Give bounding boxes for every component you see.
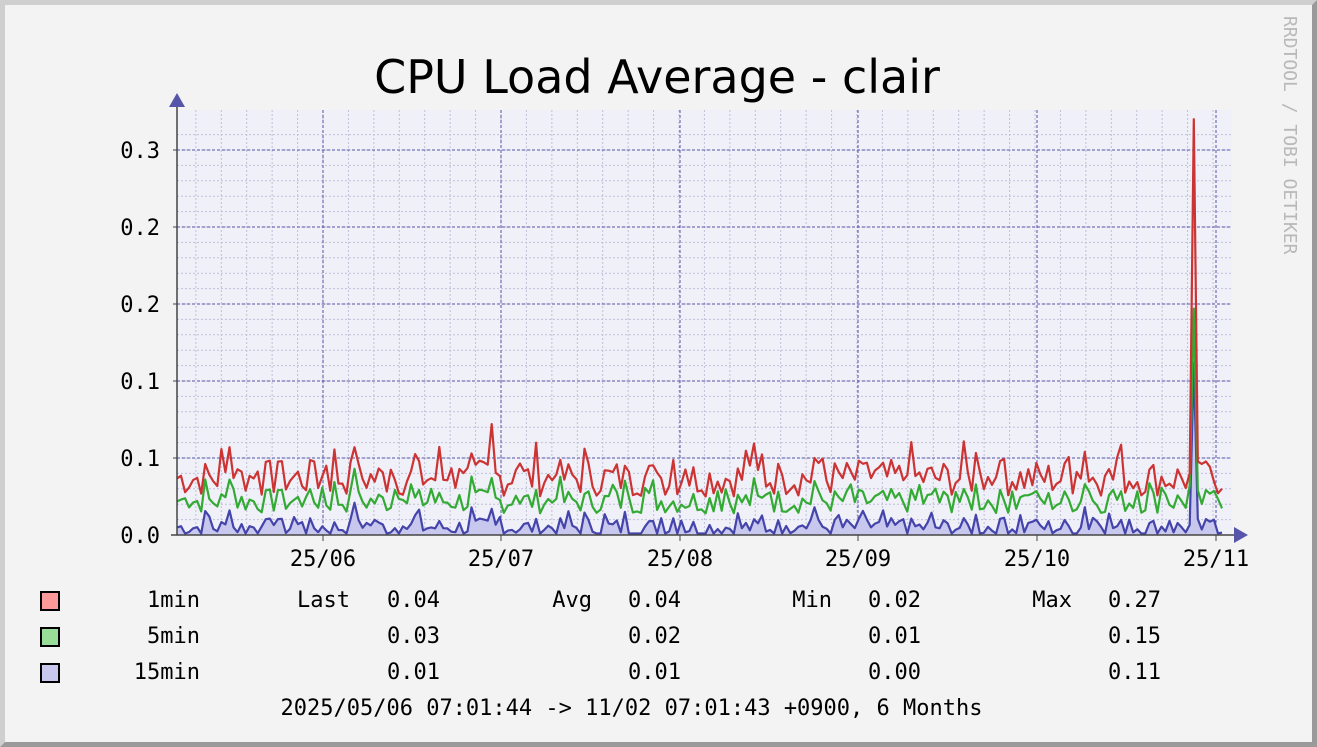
- legend-last-value: 0.01: [387, 660, 440, 685]
- time-period: 2025/05/06 07:01:44 -> 11/02 07:01:43 +0…: [280, 696, 983, 721]
- legend-last-value: 0.04: [387, 588, 440, 613]
- legend-name: 15min: [133, 660, 200, 685]
- x-tick-label: 25/09: [825, 547, 891, 572]
- legend-max-value: 0.11: [1108, 660, 1161, 685]
- legend-max-value: 0.15: [1108, 624, 1161, 649]
- legend-name: 5min: [147, 624, 200, 649]
- legend-swatch-1min: [40, 591, 60, 611]
- y-tick-label: 0.3: [120, 139, 160, 164]
- y-tick-label: 0.1: [120, 370, 160, 395]
- x-tick-label: 25/10: [1004, 547, 1070, 572]
- legend-name: 1min: [147, 588, 200, 613]
- chart-title: CPU Load Average - clair: [374, 50, 940, 104]
- series-5min-line: [176, 307, 1224, 515]
- legend-max-value: 0.27: [1108, 588, 1161, 613]
- legend-avg-value: 0.01: [628, 660, 681, 685]
- x-axis-arrow: [1234, 527, 1248, 543]
- series-1min-line: [176, 118, 1223, 498]
- x-tick-label: 25/06: [290, 547, 356, 572]
- y-tick-label: 0.2: [120, 293, 160, 318]
- x-tick-label: 25/08: [647, 547, 713, 572]
- legend-avg-key: Avg: [552, 588, 592, 613]
- x-tick-label: 25/11: [1183, 547, 1249, 572]
- legend-max-key: Max: [1032, 588, 1072, 613]
- legend-last-value: 0.03: [387, 624, 440, 649]
- series-15min-line: [176, 361, 1223, 535]
- legend-avg-value: 0.02: [628, 624, 681, 649]
- legend-swatch-5min: [40, 627, 60, 647]
- legend-avg-value: 0.04: [628, 588, 681, 613]
- y-tick-label: 0.0: [120, 524, 160, 549]
- y-axis-arrow: [169, 93, 185, 107]
- plot-area: 0.0 0.1 0.1 0.2 0.2 0.3 25/06 25/07 25/08 25/09 25…: [120, 93, 1249, 572]
- x-tick-label: 25/07: [468, 547, 534, 572]
- legend-min-value: 0.01: [868, 624, 921, 649]
- legend-swatch-15min: [40, 663, 60, 683]
- legend-min-value: 0.02: [868, 588, 921, 613]
- rrdtool-watermark: RRDTOOL / TOBI OETIKER: [1279, 16, 1300, 255]
- legend-min-key: Min: [792, 588, 832, 613]
- legend-min-value: 0.00: [868, 660, 921, 685]
- y-tick-label: 0.2: [120, 216, 160, 241]
- legend-last-key: Last: [297, 588, 350, 613]
- y-tick-label: 0.1: [120, 447, 160, 472]
